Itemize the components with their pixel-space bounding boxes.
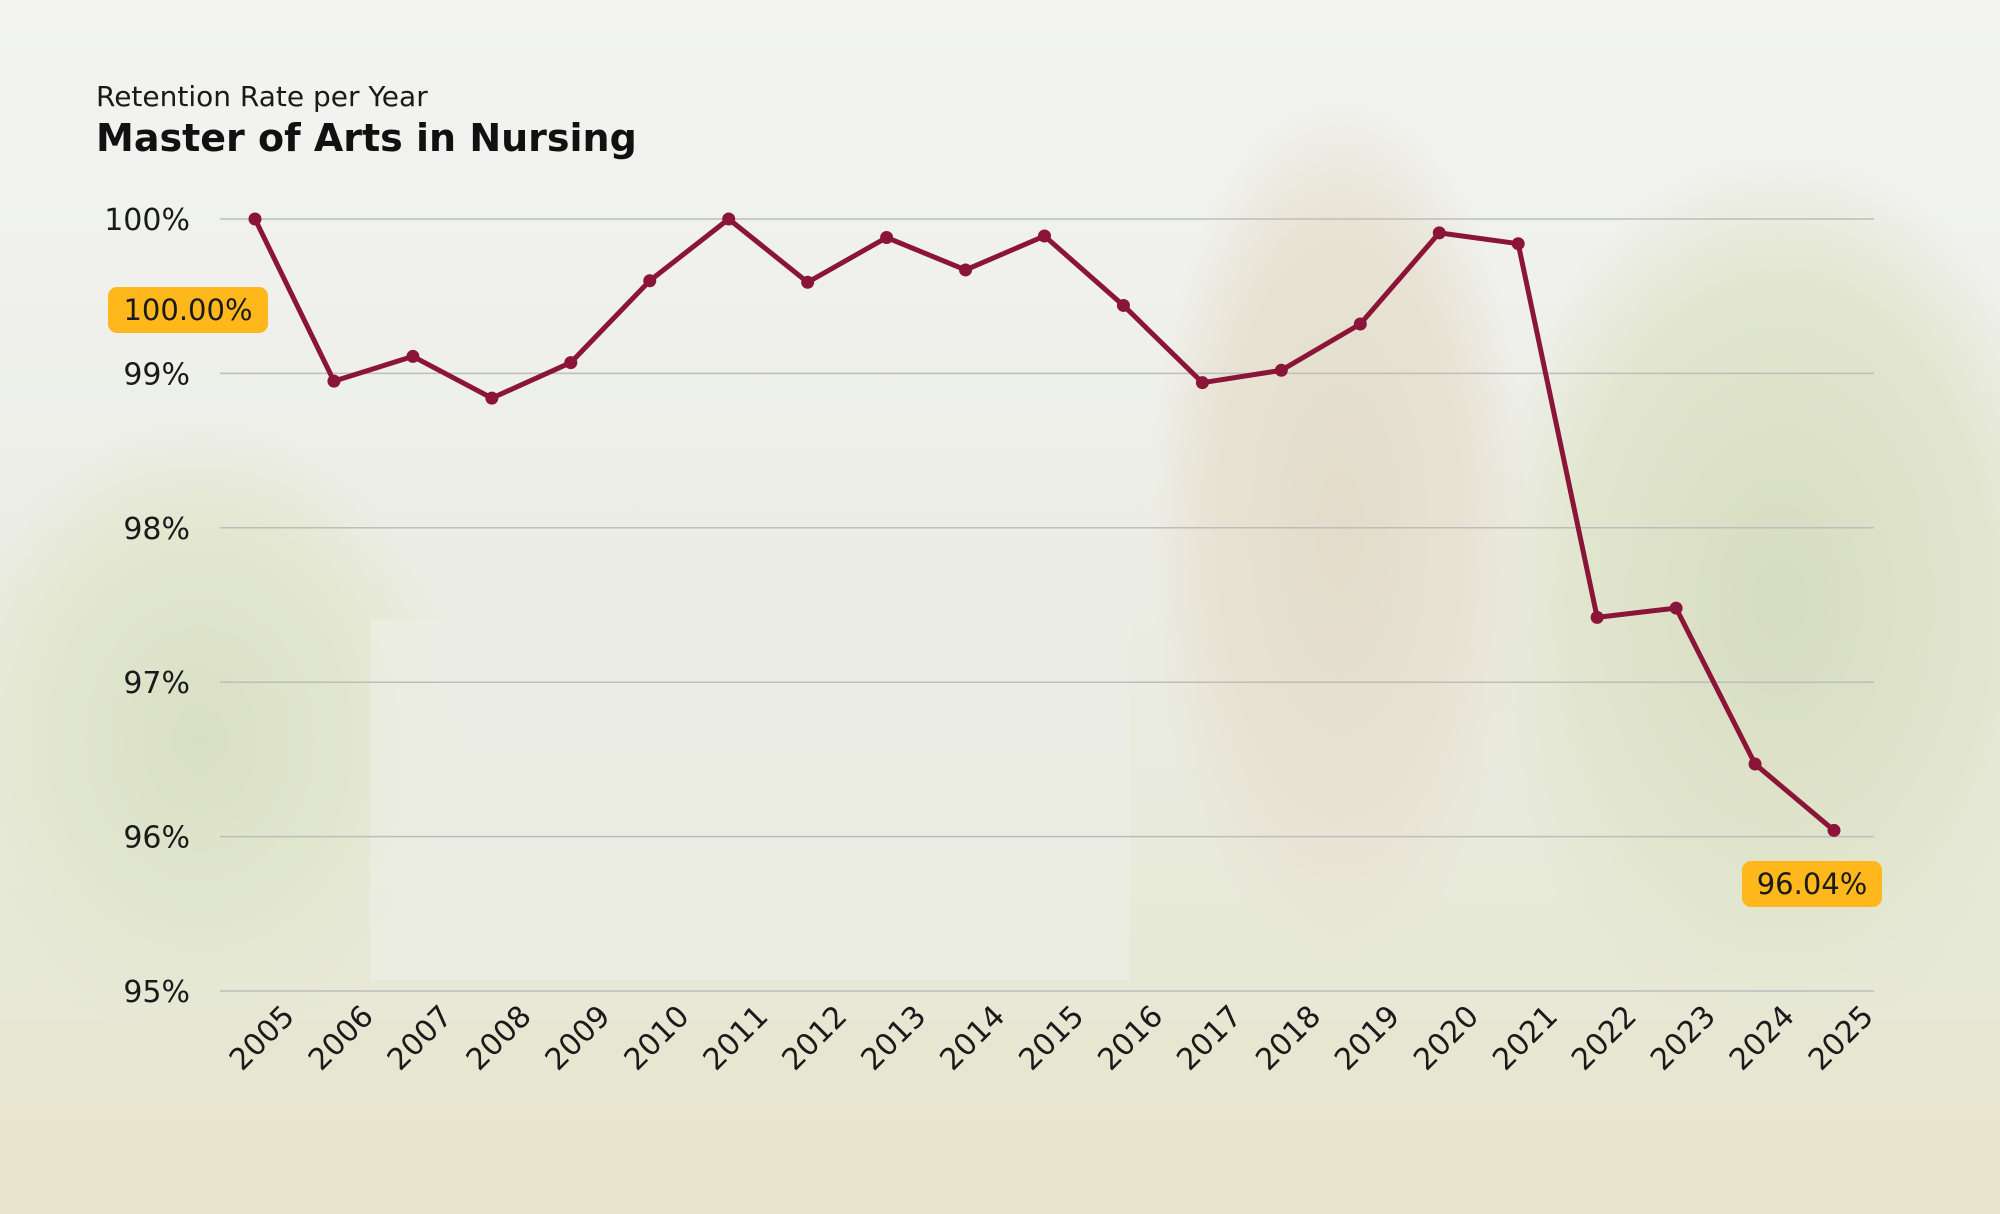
x-tick-label: 2024 — [1723, 999, 1802, 1078]
data-point — [1511, 237, 1525, 251]
y-tick-label: 95% — [123, 975, 190, 1010]
x-tick-label: 2020 — [1407, 999, 1486, 1078]
data-point — [406, 349, 420, 363]
x-tick-label: 2011 — [697, 999, 776, 1078]
y-tick-label: 100% — [104, 203, 190, 238]
x-tick-label: 2010 — [618, 999, 697, 1078]
data-point — [1353, 317, 1367, 331]
data-point — [880, 231, 894, 245]
data-point — [564, 356, 578, 370]
x-tick-label: 2009 — [539, 999, 618, 1078]
x-tick-label: 2012 — [776, 999, 855, 1078]
data-point — [1669, 601, 1683, 615]
x-tick-label: 2015 — [1012, 999, 1091, 1078]
data-point — [1827, 823, 1841, 837]
x-tick-label: 2016 — [1091, 999, 1170, 1078]
x-tick-label: 2021 — [1486, 999, 1565, 1078]
data-point — [1195, 376, 1209, 390]
data-point — [1432, 226, 1446, 240]
x-tick-label: 2005 — [223, 999, 302, 1078]
value-callout-label: 100.00% — [123, 293, 252, 327]
data-point — [643, 274, 657, 288]
x-tick-label: 2013 — [855, 999, 934, 1078]
y-tick-label: 97% — [123, 666, 190, 701]
x-tick-label: 2007 — [381, 999, 460, 1078]
value-callout-label: 96.04% — [1757, 867, 1868, 901]
data-point — [1590, 610, 1604, 624]
data-point — [801, 275, 815, 289]
x-tick-label: 2018 — [1249, 999, 1328, 1078]
x-tick-label: 2014 — [933, 999, 1012, 1078]
tree-foliage-right — [1480, 150, 2000, 1050]
x-tick-label: 2017 — [1170, 999, 1249, 1078]
data-point — [485, 391, 499, 405]
x-tick-label: 2019 — [1328, 999, 1407, 1078]
data-point — [722, 212, 736, 226]
x-tick-label: 2022 — [1565, 999, 1644, 1078]
data-point — [248, 212, 262, 226]
x-tick-label: 2008 — [460, 999, 539, 1078]
ground-area — [0, 1020, 2000, 1214]
data-point — [327, 374, 341, 388]
y-tick-label: 98% — [123, 512, 190, 547]
x-tick-label: 2006 — [302, 999, 381, 1078]
y-tick-label: 96% — [123, 821, 190, 856]
data-point — [1748, 757, 1762, 771]
data-point — [1274, 363, 1288, 377]
series-line — [252, 216, 1837, 833]
chart-title: Master of Arts in Nursing — [96, 116, 637, 160]
x-tick-label: 2025 — [1802, 999, 1881, 1078]
y-tick-label: 99% — [123, 357, 190, 392]
value-callout-box — [108, 287, 268, 333]
chart-subtitle: Retention Rate per Year — [96, 80, 428, 113]
data-point — [1038, 229, 1051, 243]
building-silhouette — [370, 620, 1130, 980]
x-tick-label: 2023 — [1644, 999, 1723, 1078]
data-point — [959, 263, 973, 277]
value-callout-box — [1742, 861, 1882, 907]
data-point — [1116, 298, 1130, 312]
